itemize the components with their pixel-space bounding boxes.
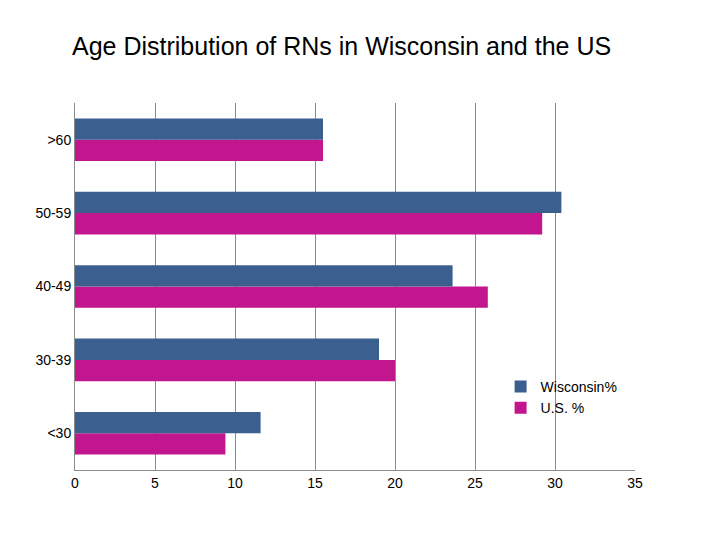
svg-text:50-59: 50-59 [35,205,71,221]
svg-text:35: 35 [627,475,643,491]
svg-text:15: 15 [307,475,323,491]
svg-text:0: 0 [71,475,79,491]
svg-text:20: 20 [387,475,403,491]
svg-text:U.S. %: U.S. % [541,400,585,416]
svg-text:10: 10 [227,475,243,491]
svg-text:5: 5 [151,475,159,491]
svg-text:Wisconsin%: Wisconsin% [541,379,617,395]
svg-text:<30: <30 [47,425,71,441]
svg-text:40-49: 40-49 [35,278,71,294]
svg-text:25: 25 [467,475,483,491]
svg-text:30-39: 30-39 [35,352,71,368]
svg-text:30: 30 [547,475,563,491]
svg-text:>60: >60 [47,132,71,148]
svg-text:Age Distribution of RNs in Wis: Age Distribution of RNs in Wisconsin and… [72,32,611,60]
